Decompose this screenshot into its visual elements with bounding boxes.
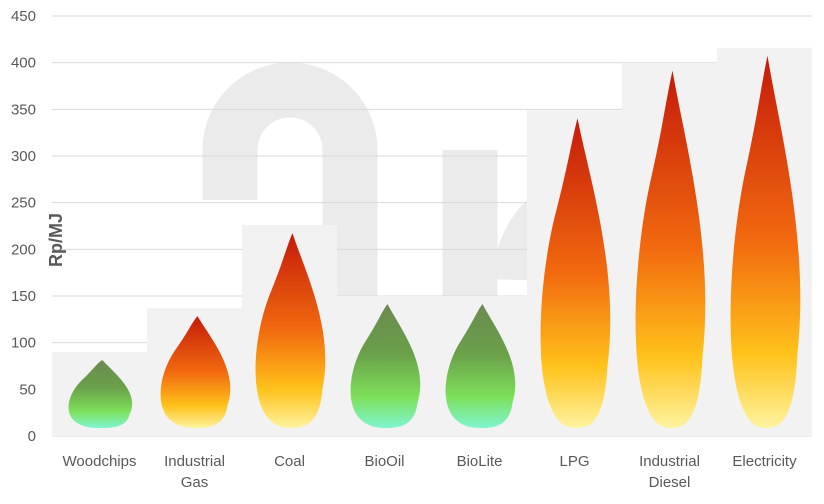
flame-icon bbox=[350, 304, 421, 428]
y-tick-label: 250 bbox=[11, 195, 36, 212]
x-tick-label: Gas bbox=[181, 474, 209, 491]
flame-icon bbox=[255, 233, 326, 428]
y-tick-label: 0 bbox=[28, 428, 36, 445]
flame-icon bbox=[540, 118, 611, 429]
y-tick-label: 450 bbox=[11, 8, 36, 25]
x-tick-label: Electricity bbox=[732, 453, 797, 470]
y-tick-label: 50 bbox=[19, 381, 36, 398]
x-tick-label: LPG bbox=[559, 453, 589, 470]
x-tick-label: Woodchips bbox=[63, 453, 137, 470]
y-tick-label: 100 bbox=[11, 335, 36, 352]
flame-icon bbox=[730, 55, 801, 428]
y-tick-label: 200 bbox=[11, 241, 36, 258]
x-tick-label: Industrial bbox=[164, 453, 225, 470]
flame-icon bbox=[635, 70, 706, 429]
flame-icon bbox=[68, 360, 133, 428]
y-tick-label: 150 bbox=[11, 288, 36, 305]
y-tick-label: 300 bbox=[11, 148, 36, 165]
y-tick-label: 350 bbox=[11, 101, 36, 118]
x-tick-label: Diesel bbox=[649, 474, 691, 491]
x-tick-label: BioLite bbox=[457, 453, 503, 470]
x-tick-label: Industrial bbox=[639, 453, 700, 470]
flame-icon bbox=[160, 316, 231, 428]
x-tick-label: Coal bbox=[274, 453, 305, 470]
y-axis-label: Rp/MJ bbox=[46, 213, 66, 267]
x-tick-label: BioOil bbox=[364, 453, 404, 470]
y-tick-label: 400 bbox=[11, 55, 36, 72]
flame-icon bbox=[445, 304, 516, 428]
